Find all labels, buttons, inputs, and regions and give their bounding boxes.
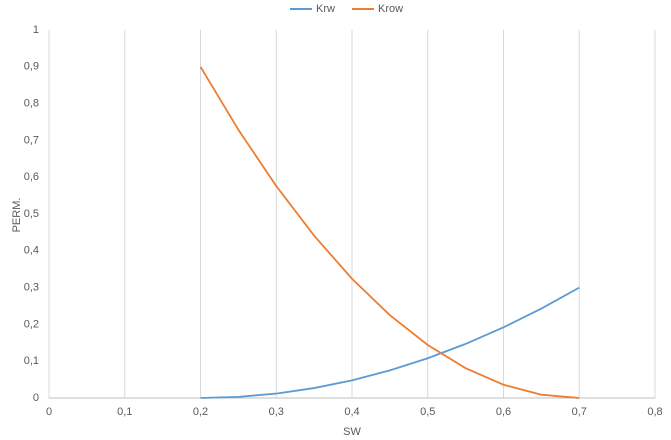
y-tick-label: 0,1 (24, 355, 39, 367)
x-tick-label: 0,7 (572, 406, 587, 418)
x-tick-label: 0,5 (420, 406, 435, 418)
x-tick-label: 0,4 (344, 406, 359, 418)
x-tick-label: 0,8 (647, 406, 662, 418)
y-tick-label: 0,2 (24, 318, 39, 330)
x-tick-label: 0,6 (496, 406, 511, 418)
y-axis-label: PERM. (11, 198, 23, 233)
y-tick-label: 0,7 (24, 134, 39, 146)
series-line (200, 286, 580, 399)
x-axis-label: SW (343, 426, 361, 438)
y-tick-label: 0,9 (24, 61, 39, 73)
x-tick-label: 0,1 (117, 406, 132, 418)
y-tick-label: 0,8 (24, 98, 39, 110)
y-tick-label: 0,4 (24, 245, 39, 257)
y-tick-label: 0 (33, 392, 39, 404)
y-tick-label: 0,3 (24, 282, 39, 294)
x-tick-label: 0,2 (193, 406, 208, 418)
x-tick-label: 0 (46, 406, 52, 418)
y-tick-label: 0,5 (24, 208, 39, 220)
legend-label: Krw (316, 3, 335, 15)
series-line (199, 66, 580, 399)
x-tick-label: 0,3 (269, 406, 284, 418)
legend-label: Krow (378, 3, 403, 15)
y-tick-label: 0,6 (24, 171, 39, 183)
y-tick-label: 1 (33, 24, 39, 36)
